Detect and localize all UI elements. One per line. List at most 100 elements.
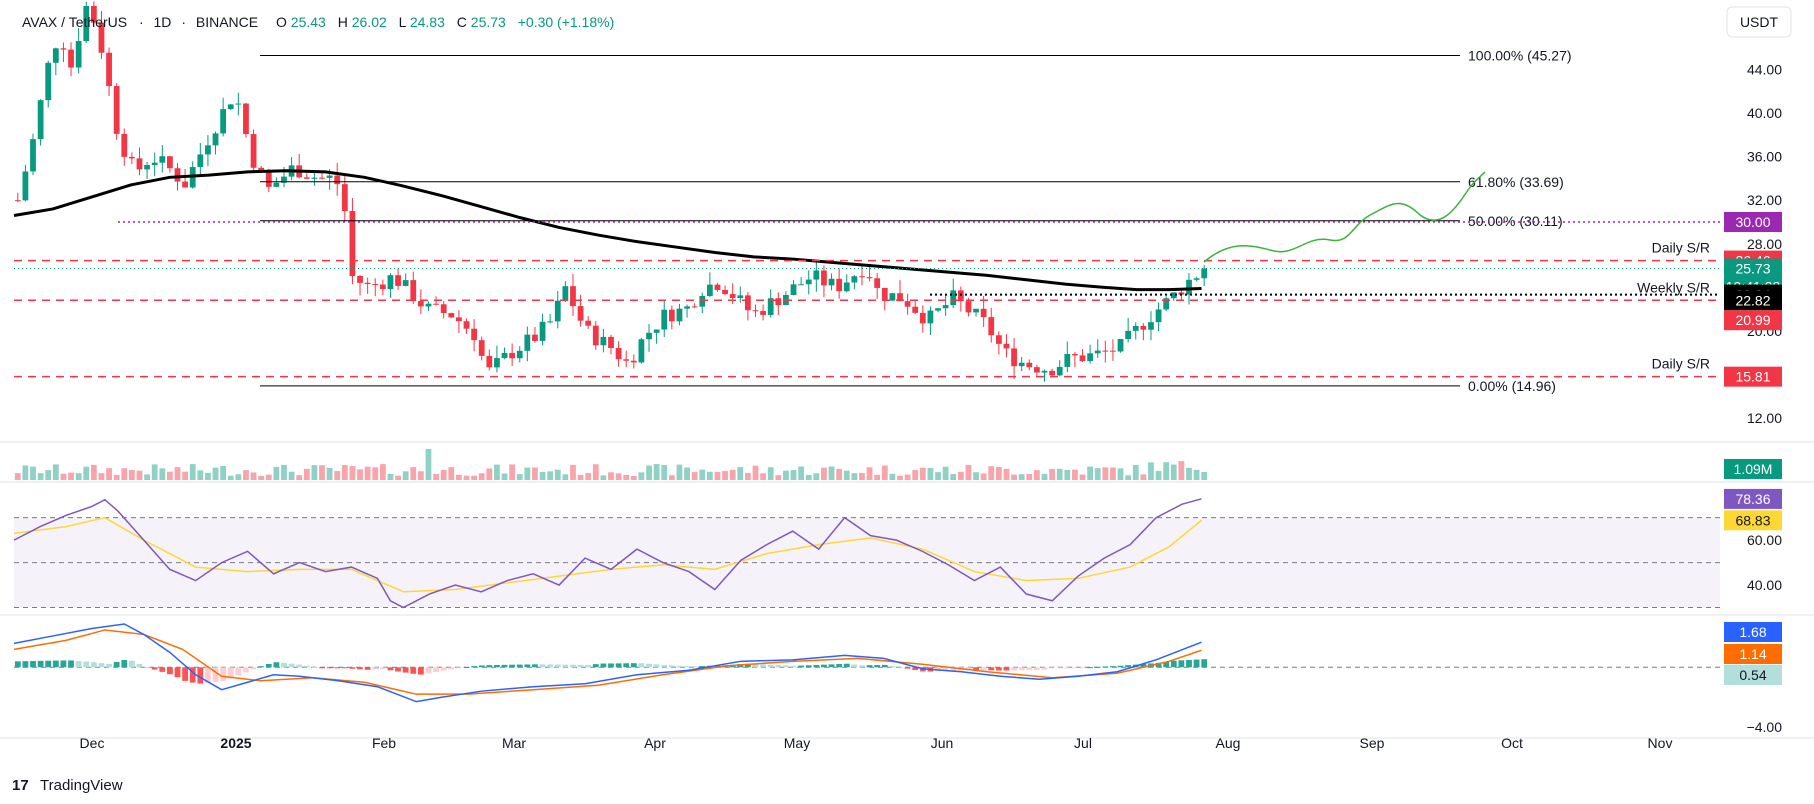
candle[interactable] [638,339,645,363]
candle[interactable] [942,305,949,309]
candle[interactable] [554,300,561,322]
candle[interactable] [303,177,310,179]
candle[interactable] [752,310,759,312]
candle[interactable] [1110,350,1116,352]
candle[interactable] [722,289,728,295]
candle[interactable] [623,359,630,361]
candle[interactable] [281,176,287,183]
candle[interactable] [14,200,21,202]
candle[interactable] [106,52,112,87]
candle[interactable] [790,284,797,295]
candle[interactable] [615,347,622,360]
candle[interactable] [973,308,979,313]
candle[interactable] [1003,343,1010,349]
candle[interactable] [1163,298,1170,310]
candle[interactable] [1087,353,1094,362]
interval-label[interactable]: 1D [154,14,172,30]
candle[interactable] [1140,325,1147,330]
candle[interactable] [52,48,59,63]
candle[interactable] [456,317,462,322]
candle[interactable] [379,284,386,290]
candle[interactable] [1026,362,1033,368]
rsi-pane[interactable] [13,498,1720,609]
candle[interactable] [395,275,401,286]
candle[interactable] [387,275,394,290]
candle[interactable] [691,306,698,308]
candle[interactable] [243,103,249,135]
candle[interactable] [919,312,926,324]
candle[interactable] [159,156,166,163]
candle[interactable] [813,270,820,280]
currency-button[interactable]: USDT [1726,6,1792,38]
candle[interactable] [889,293,896,301]
candle[interactable] [334,175,341,185]
candle[interactable] [676,308,683,322]
candle[interactable] [1018,362,1025,367]
candle[interactable] [1079,355,1086,362]
candle[interactable] [349,211,356,276]
candle[interactable] [1201,268,1208,279]
candle[interactable] [311,177,318,179]
candle[interactable] [630,360,637,363]
candle[interactable] [1049,370,1055,376]
candle[interactable] [30,139,36,172]
candle[interactable] [653,329,660,333]
candle[interactable] [182,181,189,188]
candle[interactable] [227,104,234,110]
candle[interactable] [68,49,74,68]
candle[interactable] [22,171,29,201]
candle[interactable] [1170,292,1177,299]
candle[interactable] [1056,366,1063,376]
candle[interactable] [737,295,744,299]
candle[interactable] [957,290,964,302]
candle[interactable] [1072,353,1078,356]
candle[interactable] [273,182,280,187]
candle[interactable] [775,298,782,306]
candle[interactable] [843,282,850,292]
price-pane[interactable]: 100.00% (45.27) 61.80% (33.69) 50.00% (30.… [13,1,1720,394]
candle[interactable] [866,277,873,279]
candle[interactable] [798,284,805,286]
candle[interactable] [1178,292,1185,295]
candle[interactable] [326,175,333,178]
candle[interactable] [539,321,546,341]
candle[interactable] [463,321,470,329]
candle[interactable] [699,295,706,307]
candle[interactable] [904,301,911,307]
candle[interactable] [509,352,516,359]
candle[interactable] [980,308,987,318]
candle[interactable] [1148,322,1154,330]
candle[interactable] [258,167,265,170]
candle[interactable] [433,303,439,305]
candle[interactable] [151,162,158,166]
candle[interactable] [912,306,919,313]
candle[interactable] [1041,370,1048,373]
candle[interactable] [478,340,485,356]
candle[interactable] [760,311,766,315]
candle[interactable] [174,168,181,182]
candle[interactable] [501,352,508,359]
candle[interactable] [836,278,843,292]
macd-pane[interactable] [13,623,1720,703]
candle[interactable] [1132,325,1139,331]
candle[interactable] [1125,330,1132,340]
candle[interactable] [75,41,82,68]
candle[interactable] [494,358,500,368]
candle[interactable] [874,278,881,288]
candle[interactable] [585,320,592,326]
candle[interactable] [235,103,242,105]
candle[interactable] [121,133,128,157]
candle[interactable] [859,276,865,278]
candle[interactable] [608,336,614,348]
candle[interactable] [729,294,736,299]
candle[interactable] [410,280,417,302]
candle[interactable] [1064,353,1071,367]
candle[interactable] [220,109,227,134]
candle[interactable] [646,332,652,340]
tradingview-logo[interactable]: 17 TradingView [12,777,123,794]
candle[interactable] [577,306,584,321]
candle[interactable] [98,22,105,53]
candle[interactable] [805,279,812,285]
candle[interactable] [60,48,67,50]
candle[interactable] [402,280,409,286]
